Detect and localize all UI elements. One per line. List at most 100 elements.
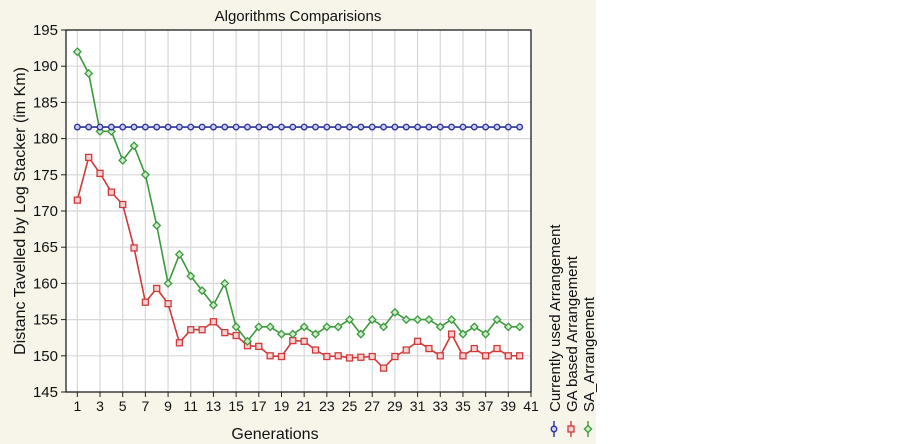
x-tick-label: 29: [387, 398, 403, 414]
data-point: [425, 123, 433, 131]
data-point: [164, 300, 172, 308]
data-point: [435, 322, 445, 332]
x-tick-label: 35: [455, 398, 471, 414]
data-point: [459, 123, 467, 131]
data-point: [96, 123, 104, 131]
data-point: [425, 344, 433, 353]
data-point: [266, 123, 274, 131]
data-point: [197, 286, 207, 296]
data-point: [85, 123, 93, 131]
data-point: [119, 200, 127, 209]
data-point: [515, 322, 525, 332]
y-tick-label: 170: [33, 203, 58, 220]
data-point: [459, 352, 467, 360]
data-point: [401, 315, 411, 325]
x-tick-label: 9: [164, 398, 172, 414]
data-point: [73, 196, 81, 204]
data-point: [221, 123, 229, 131]
data-point: [242, 336, 252, 346]
data-point: [141, 298, 150, 306]
y-tick-label: 195: [33, 22, 58, 39]
data-point: [470, 123, 478, 131]
y-axis-label: Distanc Tavelled by Log Stacker (im Km): [12, 67, 29, 355]
series-line: [76, 51, 520, 343]
data-point: [402, 346, 410, 354]
data-point: [436, 123, 444, 131]
data-point: [187, 326, 195, 334]
data-point: [198, 326, 206, 334]
data-point: [390, 307, 400, 317]
data-point: [448, 123, 456, 131]
data-point: [232, 123, 240, 131]
data-point: [481, 352, 490, 360]
data-point: [85, 153, 93, 162]
data-point: [322, 322, 332, 332]
data-point: [130, 123, 138, 131]
data-point: [141, 123, 149, 131]
data-point: [436, 352, 444, 360]
x-tick-label: 3: [96, 398, 104, 414]
data-point: [367, 315, 377, 325]
y-tick-label: 160: [33, 275, 58, 292]
data-point: [278, 123, 285, 131]
data-point: [493, 344, 501, 353]
data-point: [288, 329, 298, 339]
x-tick-label: 15: [228, 398, 244, 414]
y-tick-label: 185: [33, 94, 58, 111]
legend-label: Currently used Arrangement: [547, 224, 564, 412]
data-point: [391, 352, 399, 361]
data-point: [174, 249, 184, 259]
data-point: [368, 352, 376, 361]
data-point: [469, 322, 479, 332]
data-point: [493, 123, 501, 131]
data-point: [164, 123, 172, 131]
y-tick-label: 190: [33, 58, 58, 75]
data-point: [209, 318, 218, 326]
data-point: [402, 123, 410, 131]
data-point: [175, 339, 184, 347]
y-tick-label: 145: [33, 384, 58, 401]
data-point: [96, 169, 104, 178]
data-point: [231, 322, 241, 332]
data-point: [244, 123, 251, 131]
x-tick-label: 11: [183, 398, 198, 414]
data-point: [208, 300, 218, 310]
data-point: [503, 322, 513, 332]
data-point: [413, 315, 423, 325]
data-point: [84, 68, 94, 78]
x-axis-label: Generations: [231, 426, 318, 443]
data-point: [334, 352, 342, 360]
data-point: [357, 353, 365, 361]
data-point: [300, 123, 308, 131]
legend-marker: [567, 425, 575, 433]
data-point: [413, 337, 422, 345]
data-point: [356, 329, 366, 339]
data-point: [379, 322, 389, 332]
x-tick-label: 1: [73, 398, 81, 414]
data-point: [129, 141, 139, 151]
y-tick-label: 175: [33, 167, 58, 184]
series-ga-based-arrangement: [73, 153, 524, 372]
data-point: [119, 123, 127, 131]
chart-title: Algorithms Comparisions: [215, 8, 382, 25]
x-tick-label: 31: [410, 398, 426, 414]
data-point: [470, 344, 478, 353]
data-point: [220, 278, 230, 288]
data-point: [516, 123, 524, 131]
legend-label: GA based Arrangement: [564, 255, 581, 412]
data-point: [323, 123, 331, 131]
data-point: [357, 123, 365, 131]
x-tick-label: 5: [119, 398, 127, 414]
data-point: [255, 123, 263, 131]
data-point: [300, 337, 308, 345]
x-tick-label: 41: [523, 398, 539, 414]
x-tick-label: 23: [319, 398, 335, 414]
legend-label: SA_Arrangement: [581, 296, 598, 412]
data-point: [311, 346, 320, 354]
data-point: [414, 123, 422, 131]
y-tick-label: 165: [33, 239, 58, 256]
x-tick-label: 33: [432, 398, 448, 414]
y-tick-label: 150: [33, 348, 58, 365]
data-point: [391, 123, 399, 131]
